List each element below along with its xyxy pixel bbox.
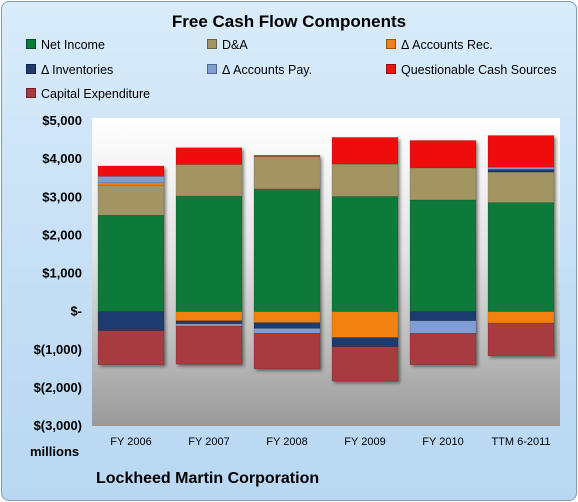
bar-stack: [97, 165, 165, 365]
bar-segment: [175, 320, 243, 325]
x-tick-label: FY 2007: [188, 436, 229, 448]
bar-segment: [97, 214, 165, 312]
legend-label-da: D&A: [222, 38, 248, 52]
legend-item-net-income: Net Income: [26, 38, 105, 52]
legend-item-capex: Capital Expenditure: [26, 87, 150, 101]
y-tick-label: $3,000: [42, 189, 82, 204]
legend-swatch-inventories: [26, 64, 36, 74]
chart-footer: Lockheed Martin Corporation: [96, 470, 320, 487]
bar-segment: [97, 176, 165, 184]
legend-swatch-accounts-pay: [207, 64, 217, 74]
units-label: millions: [30, 444, 80, 459]
y-tick-label: $-: [70, 304, 82, 319]
legend-item-accounts-rec: Δ Accounts Rec.: [386, 38, 493, 52]
y-tick-label: $(1,000): [34, 342, 82, 357]
legend-label-net-income: Net Income: [41, 38, 105, 52]
bar-segment: [409, 311, 477, 322]
bar-segment: [175, 147, 243, 165]
x-tick-label: FY 2009: [344, 436, 385, 448]
y-tick-label: $5,000: [42, 113, 82, 128]
legend-label-accounts-pay: Δ Accounts Pay.: [222, 63, 313, 77]
bar-segment: [331, 137, 399, 165]
bar-segment: [97, 311, 165, 331]
legend-swatch-net-income: [26, 39, 36, 49]
legend-item-questionable: Questionable Cash Sources: [386, 63, 557, 77]
bar-stack: [253, 155, 321, 370]
bar-segment: [175, 311, 243, 322]
y-tick-label: $(3,000): [34, 418, 82, 433]
bar-segment: [97, 330, 165, 365]
y-tick-label: $(2,000): [34, 380, 82, 395]
x-tick-label: FY 2010: [422, 436, 463, 448]
bar-segment: [253, 156, 321, 190]
x-tick-label: FY 2006: [110, 436, 151, 448]
bar-segment: [331, 311, 399, 338]
bar-segment: [253, 328, 321, 334]
legend-label-accounts-rec: Δ Accounts Rec.: [401, 38, 493, 52]
bar-segment: [409, 199, 477, 312]
bar-segment: [253, 188, 321, 312]
bar-stack: [175, 147, 243, 365]
bar-stack: [409, 140, 477, 365]
legend-item-accounts-pay: Δ Accounts Pay.: [207, 63, 312, 77]
bar-segment: [331, 346, 399, 382]
bar-segment: [487, 166, 555, 170]
bar-stack: [487, 135, 555, 357]
chart-title: Free Cash Flow Components: [171, 12, 407, 31]
bar-segment: [97, 182, 165, 186]
bar-segment: [409, 320, 477, 334]
bar-segment: [253, 155, 321, 157]
bar-segment: [97, 165, 165, 177]
y-tick-label: $2,000: [42, 227, 82, 242]
x-tick-label: TTM 6-2011: [491, 436, 550, 448]
legend-swatch-questionable: [386, 64, 396, 74]
bar-segment: [253, 322, 321, 329]
bar-segment: [409, 167, 477, 201]
bar-segment: [487, 202, 555, 312]
bar-segment: [487, 169, 555, 173]
legend-swatch-accounts-rec: [386, 39, 396, 49]
plot-area: [92, 118, 560, 426]
bar-segment: [97, 184, 165, 216]
bar-segment: [175, 325, 243, 365]
bar-segment: [331, 337, 399, 347]
bar-segment: [487, 171, 555, 203]
bar-segment: [175, 195, 243, 312]
bar-segment: [487, 322, 555, 357]
bar-segment: [175, 323, 243, 327]
bar-segment: [253, 333, 321, 370]
bar-segment: [409, 333, 477, 365]
legend-swatch-da: [207, 39, 217, 49]
legend-label-capex: Capital Expenditure: [41, 87, 151, 101]
bar-segment: [175, 164, 243, 197]
bar-segment: [253, 311, 321, 323]
bar-segment: [487, 135, 555, 168]
legend-item-inventories: Δ Inventories: [26, 63, 113, 77]
legend-item-da: D&A: [207, 38, 248, 52]
bar-stack: [331, 137, 399, 382]
x-tick-label: FY 2008: [266, 436, 307, 448]
bar-segment: [331, 196, 399, 312]
legend-label-questionable: Questionable Cash Sources: [401, 63, 557, 77]
legend-swatch-capex: [26, 88, 36, 98]
legend-label-inventories: Δ Inventories: [41, 63, 114, 77]
y-tick-label: $1,000: [42, 266, 82, 281]
y-tick-label: $4,000: [42, 151, 82, 166]
bar-segment: [409, 140, 477, 169]
bar-segment: [331, 163, 399, 197]
bar-segment: [487, 311, 555, 324]
